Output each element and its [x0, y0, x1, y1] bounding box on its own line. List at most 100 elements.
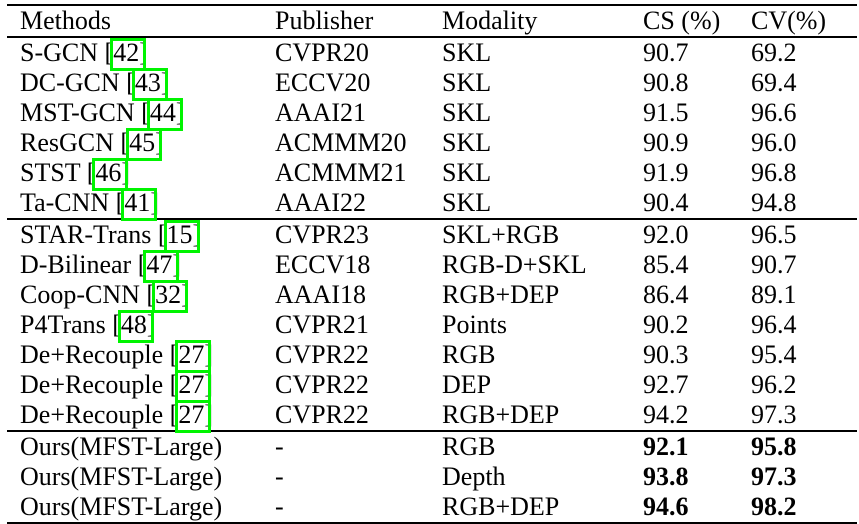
modality-cell: RGB+DEP: [442, 280, 560, 309]
citation-link[interactable]: 42: [110, 38, 147, 71]
citation-number: 47: [146, 250, 173, 279]
cv-value-cell: 90.7: [751, 250, 797, 279]
cs-value-cell: 90.7: [643, 38, 689, 67]
modality-cell: SKL: [442, 98, 492, 127]
method-name: STST: [20, 158, 81, 187]
modality-cell: SKL: [442, 68, 492, 97]
method-name: De+Recouple: [20, 400, 164, 429]
citation-close-bracket: ]: [160, 68, 170, 97]
cv-value-cell: 94.8: [751, 188, 797, 217]
cs-value-cell: 90.2: [643, 310, 689, 339]
cs-value-cell: 92.7: [643, 370, 689, 399]
method-name: P4Trans: [20, 310, 106, 339]
table-row: P4Trans [48] CVPR21 Points 90.2 96.4: [7, 310, 857, 343]
method-cell: De+Recouple [27]: [7, 400, 275, 433]
citation-number: 48: [120, 310, 147, 339]
table-row: DC-GCN [43] ECCV20 SKL 90.8 69.4: [7, 68, 857, 101]
citation-open-bracket: [: [98, 38, 114, 67]
citation-number: 32: [155, 280, 182, 309]
cs-value-cell: 92.1: [643, 430, 751, 462]
citation-number: 43: [134, 68, 161, 97]
modality-cell: Points: [442, 310, 508, 339]
citation-link[interactable]: 27: [175, 400, 212, 433]
col-header-cv: CV(%): [751, 5, 857, 38]
cv-value-cell: 69.2: [751, 38, 797, 67]
citation-open-bracket: [: [163, 370, 179, 399]
citation-link[interactable]: 32: [152, 280, 189, 313]
cv-value-cell: 96.0: [751, 128, 797, 157]
method-name: ResGCN: [20, 128, 114, 157]
method-name: D-Bilinear: [20, 250, 132, 279]
col-header-methods: Methods: [7, 5, 275, 38]
table-row: S-GCN [42] CVPR20 SKL 90.7 69.2: [7, 37, 857, 71]
publisher-cell: AAAI22: [275, 188, 366, 217]
cs-value-cell: 93.8: [643, 462, 689, 491]
citation-link[interactable]: 27: [175, 370, 212, 403]
modality-cell: RGB-D+SKL: [442, 250, 587, 279]
method-name: MST-GCN: [20, 98, 135, 127]
publisher-cell: ACMMM21: [275, 158, 407, 187]
table-row: MST-GCN [44] AAAI21 SKL 91.5 96.6: [7, 98, 857, 131]
citation-open-bracket: [: [109, 188, 125, 217]
citation-link[interactable]: 46: [92, 158, 129, 191]
table-row: De+Recouple [27] CVPR22 RGB+DEP 94.2 97.…: [7, 400, 857, 433]
table-row: De+Recouple [27] CVPR22 RGB 90.3 95.4: [7, 340, 857, 373]
method-name: De+Recouple: [20, 370, 164, 399]
publisher-cell: ECCV20: [275, 68, 371, 97]
cv-value-cell: 96.4: [751, 310, 797, 339]
table-row: D-Bilinear [47] ECCV18 RGB-D+SKL 85.4 90…: [7, 250, 857, 283]
cv-value-cell: 97.3: [751, 462, 797, 491]
citation-link[interactable]: 48: [117, 310, 154, 343]
citation-number: 44: [149, 98, 176, 127]
cs-value-cell: 92.0: [643, 218, 751, 250]
citation-link[interactable]: 27: [175, 340, 212, 373]
method-name: STAR-Trans: [20, 220, 152, 249]
citation-open-bracket: [: [139, 280, 156, 309]
method-cell: S-GCN [42]: [7, 37, 275, 71]
method-cell: D-Bilinear [47]: [7, 250, 275, 283]
table-row: De+Recouple [27] CVPR22 DEP 92.7 96.2: [7, 370, 857, 403]
citation-open-bracket: [: [119, 68, 135, 97]
cs-value-cell: 86.4: [643, 280, 689, 309]
citation-link[interactable]: 45: [126, 128, 163, 161]
cs-value-cell: 90.4: [643, 188, 689, 217]
method-cell: Coop-CNN [32]: [7, 280, 275, 313]
method-name: Ta-CNN: [20, 188, 110, 217]
citation-number: 27: [178, 340, 205, 369]
method-cell: Ours(MFST-Large): [7, 492, 275, 523]
modality-cell: SKL: [442, 158, 492, 187]
citation-link[interactable]: 44: [146, 98, 183, 131]
citation-link[interactable]: 15: [163, 220, 200, 253]
citation-number: 42: [113, 38, 140, 67]
table-row: Ours(MFST-Large) - RGB 92.1 95.8: [7, 430, 857, 462]
citation-close-bracket: ]: [146, 310, 156, 339]
citation-close-bracket: ]: [175, 98, 185, 127]
table-row: Coop-CNN [32] AAAI18 RGB+DEP 86.4 89.1: [7, 280, 857, 313]
method-name: De+Recouple: [20, 340, 164, 369]
publisher-cell: AAAI18: [275, 280, 366, 309]
cv-value-cell: 96.5: [751, 218, 857, 250]
cv-value-cell: 97.3: [751, 400, 797, 429]
citation-link[interactable]: 43: [131, 68, 168, 101]
method-cell: MST-GCN [44]: [7, 98, 275, 131]
citation-link[interactable]: 41: [121, 188, 158, 221]
method-name: Coop-CNN: [20, 280, 140, 309]
cs-value-cell: 94.2: [643, 400, 689, 429]
citation-close-bracket: ]: [150, 188, 160, 217]
publisher-cell: ACMMM20: [275, 128, 407, 157]
cs-value-cell: 91.5: [643, 98, 689, 127]
paper-page: Methods Publisher Modality CS (%) CV(%) …: [0, 4, 859, 524]
citation-open-bracket: [: [131, 250, 147, 279]
modality-cell: RGB: [442, 430, 643, 462]
citation-link[interactable]: 47: [143, 250, 180, 283]
publisher-cell: CVPR22: [275, 340, 369, 369]
modality-cell: DEP: [442, 370, 492, 399]
method-cell: Ours(MFST-Large): [7, 430, 275, 462]
cv-value-cell: 89.1: [751, 280, 797, 309]
modality-cell: SKL: [442, 188, 492, 217]
modality-cell: SKL: [442, 128, 492, 157]
citation-close-bracket: ]: [172, 250, 182, 279]
method-name: Ours(MFST-Large): [20, 462, 223, 491]
publisher-cell: CVPR21: [275, 310, 369, 339]
citation-number: 27: [178, 400, 205, 429]
